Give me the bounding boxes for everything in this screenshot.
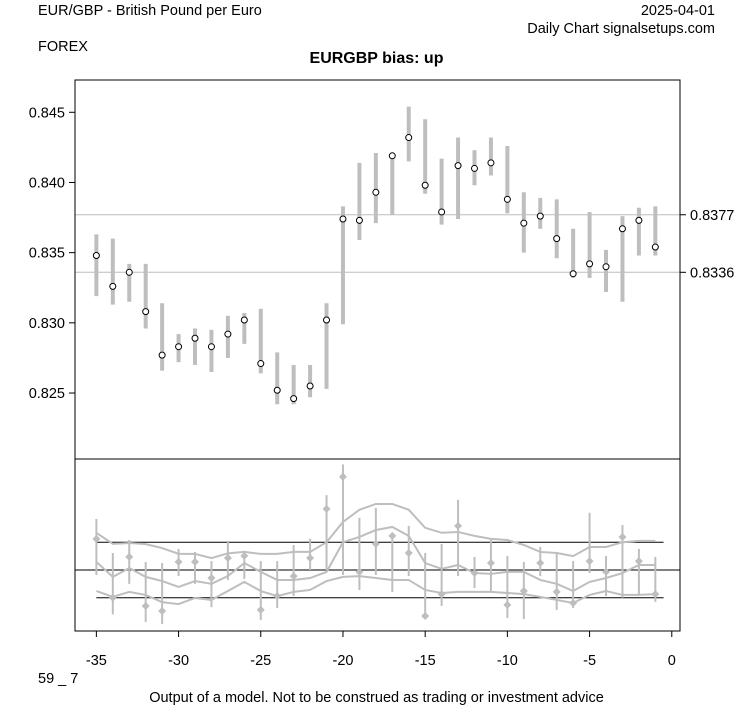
indicator-point — [108, 593, 117, 602]
close-point — [388, 152, 396, 160]
indicator-point — [486, 559, 495, 568]
instrument-title: EUR/GBP - British Pound per Euro — [38, 3, 262, 19]
close-point — [191, 334, 199, 342]
indicator-band-lower — [96, 575, 656, 606]
close-point — [339, 215, 347, 223]
indicator-point — [256, 605, 265, 614]
x-tick-label: -35 — [86, 653, 107, 669]
indicator-point — [240, 551, 249, 560]
close-point — [109, 282, 117, 290]
reference-label: 0.8336 — [690, 265, 734, 281]
chart-title: EURGBP bias: up — [309, 50, 444, 67]
indicator-point — [651, 590, 660, 599]
close-point — [142, 308, 150, 316]
indicator-point — [585, 557, 594, 566]
indicator-point — [602, 567, 611, 576]
close-point — [240, 316, 248, 324]
close-point — [125, 268, 133, 276]
close-point — [355, 216, 363, 224]
close-point — [207, 343, 215, 351]
indicator-point — [207, 574, 216, 583]
close-point — [273, 386, 281, 394]
x-tick-label: -10 — [497, 653, 518, 669]
close-point — [586, 260, 594, 268]
indicator-point — [503, 600, 512, 609]
indicator-point — [191, 557, 200, 566]
close-point — [536, 212, 544, 220]
indicator-point — [634, 557, 643, 566]
close-point — [618, 225, 626, 233]
close-point — [405, 134, 413, 142]
indicator-point — [338, 472, 347, 481]
x-tick-label: -20 — [332, 653, 353, 669]
indicator-point — [618, 532, 627, 541]
model-code: 59 _ 7 — [38, 671, 79, 687]
plot-frame — [74, 79, 681, 632]
category-label: FOREX — [38, 39, 88, 55]
indicator-point — [141, 602, 150, 611]
indicator-point — [355, 567, 364, 576]
close-point — [503, 195, 511, 203]
x-tick-label: 0 — [668, 653, 676, 669]
y-tick-label: 0.830 — [29, 316, 65, 332]
close-point — [438, 208, 446, 216]
close-point — [602, 263, 610, 271]
close-point — [470, 164, 478, 172]
indicator-point — [158, 607, 167, 616]
close-point — [372, 188, 380, 196]
close-point — [651, 243, 659, 251]
close-point — [635, 216, 643, 224]
y-tick-label: 0.835 — [29, 246, 65, 262]
close-point — [569, 270, 577, 278]
close-point — [257, 360, 265, 368]
close-point — [421, 181, 429, 189]
indicator-point — [552, 587, 561, 596]
close-point — [175, 343, 183, 351]
indicator-point — [519, 587, 528, 596]
indicator-point — [421, 612, 430, 621]
indicator-point — [437, 590, 446, 599]
indicator-point — [536, 559, 545, 568]
x-tick-label: -15 — [415, 653, 436, 669]
indicator-point — [125, 552, 134, 561]
indicator-point — [289, 572, 298, 581]
indicator-point — [404, 549, 413, 558]
close-point — [520, 219, 528, 227]
indicator-point — [92, 534, 101, 543]
reference-label: 0.8377 — [690, 208, 734, 224]
x-tick-label: -5 — [583, 653, 596, 669]
close-point — [306, 382, 314, 390]
close-point — [224, 330, 232, 338]
x-tick-label: -25 — [250, 653, 271, 669]
indicator-point — [306, 554, 315, 563]
indicator-point — [273, 592, 282, 601]
close-point — [454, 162, 462, 170]
indicator-point — [322, 504, 331, 513]
y-tick-label: 0.825 — [29, 386, 65, 402]
close-point — [323, 316, 331, 324]
y-tick-label: 0.840 — [29, 175, 65, 191]
close-point — [487, 159, 495, 167]
close-point — [158, 351, 166, 359]
close-point — [553, 235, 561, 243]
indicator-point — [371, 539, 380, 548]
y-tick-label: 0.845 — [29, 105, 65, 121]
indicator-point — [454, 521, 463, 530]
chart-source: Daily Chart signalsetups.com — [527, 21, 715, 37]
disclaimer: Output of a model. Not to be construed a… — [149, 690, 604, 706]
indicator-point — [388, 531, 397, 540]
indicator-point — [223, 554, 232, 563]
close-point — [92, 251, 100, 259]
chart-date: 2025-04-01 — [640, 3, 715, 19]
close-point — [290, 395, 298, 403]
indicator-point — [174, 557, 183, 566]
indicator-point — [569, 598, 578, 607]
indicator-band-upper — [95, 502, 656, 560]
indicator-point — [470, 569, 479, 578]
x-tick-label: -30 — [168, 653, 189, 669]
